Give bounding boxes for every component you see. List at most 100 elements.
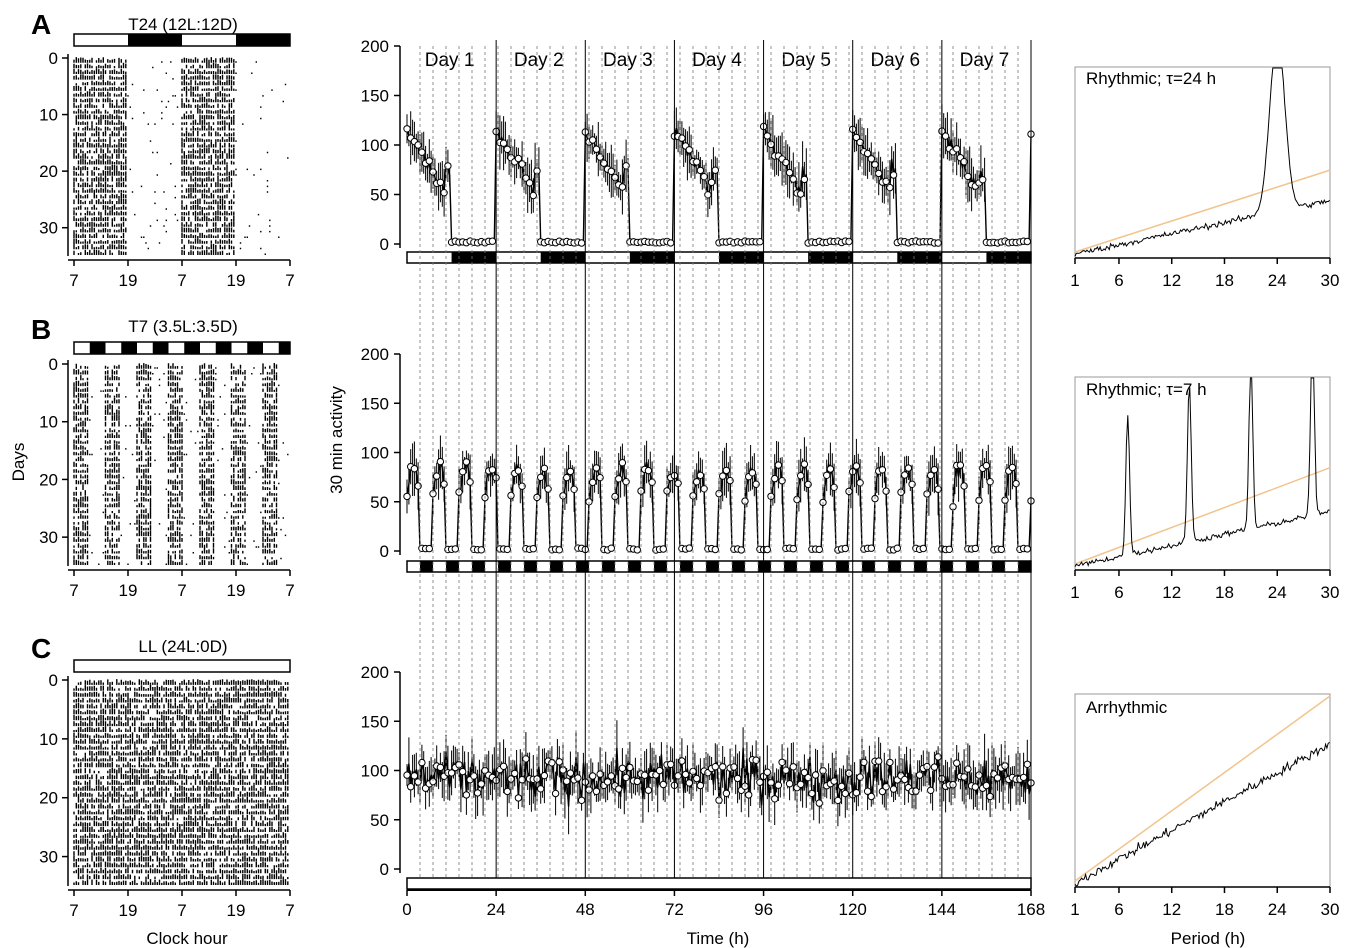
profile-point [982, 781, 991, 790]
profile-point [592, 464, 601, 472]
profile-point [693, 478, 701, 486]
profile-point [696, 781, 705, 790]
profile-ld-bar-dark [602, 561, 615, 572]
profile-point [462, 791, 471, 799]
profile-y-tick-label: 0 [380, 235, 389, 254]
profile-point [826, 465, 835, 473]
profile-point [852, 462, 861, 470]
actogram-ld-bar-dark [184, 342, 200, 354]
profile-point [644, 466, 653, 475]
profile-y-tick-label: 50 [370, 493, 389, 512]
profile-ld-bar-dark [628, 561, 641, 572]
threshold-line [1074, 695, 1331, 882]
profile-ld-bar-dark [706, 561, 719, 572]
profile-point [837, 782, 846, 790]
actogram-title-a: T24 (12L:12D) [128, 15, 238, 34]
periodogram-annotation-a: Rhythmic; τ=24 h [1086, 69, 1216, 88]
periodogram-x-label: Period (h) [1171, 929, 1246, 948]
profile-point [774, 781, 783, 789]
profile-point [797, 190, 805, 198]
profile-x-label: Time (h) [687, 929, 750, 948]
profile-point [867, 792, 875, 801]
profile-y-tick-label: 0 [380, 542, 389, 561]
profile-point [615, 785, 623, 793]
periodogram-power-line [1074, 377, 1330, 567]
profile-point [667, 239, 675, 247]
profile-point [745, 791, 753, 799]
profile-y-tick-label: 150 [361, 87, 389, 106]
profile-day-label: Day 4 [692, 50, 742, 71]
threshold-line [1074, 169, 1331, 253]
profile-point [436, 457, 445, 466]
profile-point [425, 157, 433, 165]
profile-x-tick-label: 144 [928, 900, 956, 919]
periodogram-c: 1 6 12 18 24 30 [1070, 693, 1339, 919]
profile-ld-bar-dark [897, 252, 942, 263]
profile-point [503, 787, 511, 796]
profile-point [499, 139, 508, 147]
periodogram-x-tick-label: 6 [1114, 271, 1123, 290]
profile-y-label: 30 min activity [327, 386, 346, 494]
activity-profile-c: 0 50 100 150 200 0 24 48 72 96 120 144 168 [361, 663, 1046, 919]
actogram-x-tick-label: 7 [177, 581, 186, 600]
profile-point [525, 179, 534, 187]
profile-point [693, 774, 701, 783]
profile-ld-bar-dark [680, 561, 693, 572]
profile-point [771, 795, 779, 803]
periodogram-x-tick-label: 6 [1114, 583, 1123, 602]
profile-point [659, 780, 667, 789]
profile-point [514, 794, 523, 802]
profile-ld-bar-dark [758, 561, 771, 572]
actogram-ld-bar-dark [128, 34, 182, 46]
profile-ld-bar-dark [914, 561, 927, 572]
profile-point [577, 239, 586, 247]
profile-point [607, 167, 615, 176]
profile-x-tick-label: 0 [402, 900, 411, 919]
profile-point [737, 546, 745, 554]
profile-point [403, 492, 411, 501]
profile-point [589, 772, 597, 780]
profile-point [982, 461, 991, 470]
profile-ld-bar-dark [836, 561, 849, 572]
profile-ld-bar-frame [406, 877, 1032, 890]
profile-point [685, 779, 693, 787]
profile-point [915, 771, 924, 779]
profile-point [589, 478, 597, 486]
profile-ld-bar-dark [719, 252, 764, 263]
actogram-x-tick-label: 7 [285, 271, 294, 290]
profile-point [763, 768, 771, 776]
profile-point [875, 757, 883, 765]
actogram-y-tick-label: 10 [39, 106, 58, 125]
profile-point [997, 545, 1005, 554]
profile-point [659, 545, 667, 553]
actogram-y-tick-label: 20 [39, 162, 58, 181]
actogram-y-tick-label: 10 [39, 413, 58, 432]
profile-point [655, 766, 664, 775]
profile-point [785, 168, 794, 177]
profile-point [867, 544, 875, 552]
actogram-x-tick-label: 7 [69, 581, 78, 600]
periodogram-power-line [1074, 67, 1330, 257]
profile-ld-bar-dark [992, 561, 1005, 572]
profile-point [797, 780, 805, 788]
day-boundary-lines [419, 40, 1032, 878]
actogram-x-tick-label: 19 [227, 581, 246, 600]
profile-point [693, 158, 701, 166]
profile-point [863, 787, 872, 795]
profile-point [901, 775, 909, 784]
profile-point [407, 783, 415, 791]
profile-point [841, 789, 849, 798]
profile-point [979, 176, 987, 184]
profile-point [589, 136, 597, 144]
profile-point [927, 786, 935, 794]
periodogram-x-tick-label: 12 [1162, 583, 1181, 602]
profile-ld-bar-dark [888, 561, 901, 572]
profile-ld-bar-dark [940, 561, 953, 572]
profile-point [696, 166, 705, 175]
profile-ld-bar-dark [810, 561, 823, 572]
profile-ld-bar-dark [784, 561, 797, 572]
periodogram-power-line [1074, 741, 1330, 887]
profile-point [555, 758, 563, 766]
profile-ld-bar-dark [986, 252, 1031, 263]
profile-point [436, 178, 445, 187]
